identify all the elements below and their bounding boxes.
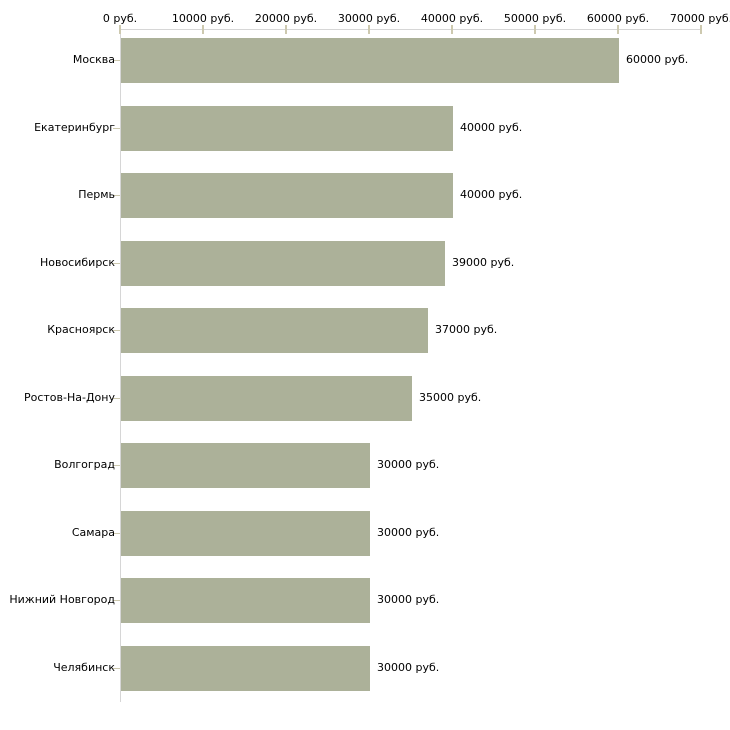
y-axis-tick bbox=[113, 397, 120, 399]
value-label: 37000 руб. bbox=[435, 323, 498, 336]
bar bbox=[121, 578, 370, 623]
value-label: 30000 руб. bbox=[377, 593, 440, 606]
x-axis-tick-label: 10000 руб. bbox=[171, 12, 235, 25]
category-label: Пермь bbox=[78, 188, 115, 201]
y-axis-tick bbox=[113, 600, 120, 601]
x-axis-tick-label: 70000 руб. bbox=[669, 12, 730, 25]
x-axis-line bbox=[120, 29, 702, 30]
category-label: Ростов-На-Дону bbox=[23, 390, 115, 404]
bar bbox=[121, 443, 370, 488]
x-axis-tick-label: 60000 руб. bbox=[586, 12, 650, 25]
y-axis-tick bbox=[113, 532, 120, 534]
value-label: 35000 руб. bbox=[419, 390, 482, 404]
x-axis-tick-label: 30000 руб. bbox=[337, 12, 401, 25]
value-label: 30000 руб. bbox=[377, 525, 440, 539]
x-axis-tick bbox=[534, 25, 536, 34]
category-label: Красноярск bbox=[47, 323, 115, 336]
y-axis-tick bbox=[113, 195, 120, 196]
bar bbox=[121, 173, 453, 218]
category-label: Волгоград bbox=[54, 458, 115, 471]
y-axis-tick bbox=[113, 465, 120, 466]
x-axis-tick bbox=[368, 25, 370, 34]
x-axis-tick bbox=[700, 25, 702, 34]
y-axis-tick bbox=[113, 127, 120, 129]
x-axis-tick bbox=[202, 25, 204, 34]
value-label: 39000 руб. bbox=[452, 255, 515, 269]
x-axis-tick bbox=[451, 25, 453, 34]
y-axis-tick bbox=[113, 330, 120, 331]
bar bbox=[121, 375, 412, 421]
y-axis-tick bbox=[113, 262, 120, 264]
category-label: Самара bbox=[71, 525, 115, 539]
y-axis-line bbox=[120, 29, 121, 702]
value-label: 40000 руб. bbox=[460, 188, 523, 201]
x-axis-tick-label: 20000 руб. bbox=[254, 12, 318, 25]
value-label: 30000 руб. bbox=[377, 458, 440, 471]
x-axis-tick-label: 50000 руб. bbox=[503, 12, 567, 25]
x-axis-tick bbox=[285, 25, 287, 34]
x-axis-tick-label: 40000 руб. bbox=[420, 12, 484, 25]
bar bbox=[121, 105, 453, 151]
category-label: Екатеринбург bbox=[34, 120, 115, 134]
bar bbox=[121, 308, 428, 353]
value-label: 30000 руб. bbox=[377, 660, 440, 674]
value-label: 40000 руб. bbox=[460, 120, 523, 134]
category-label: Челябинск bbox=[53, 660, 115, 674]
y-axis-tick bbox=[113, 667, 120, 669]
category-label: Москва bbox=[72, 53, 115, 66]
bar bbox=[121, 645, 370, 691]
value-label: 60000 руб. bbox=[626, 53, 689, 66]
x-axis-tick bbox=[119, 25, 121, 34]
x-axis-tick-label: 0 руб. bbox=[102, 12, 138, 25]
bar bbox=[121, 240, 445, 286]
category-label: Нижний Новгород bbox=[9, 593, 115, 606]
y-axis-tick bbox=[113, 60, 120, 61]
category-label: Новосибирск bbox=[39, 255, 115, 269]
bar bbox=[121, 38, 619, 83]
bar bbox=[121, 510, 370, 556]
x-axis-tick bbox=[617, 25, 619, 34]
